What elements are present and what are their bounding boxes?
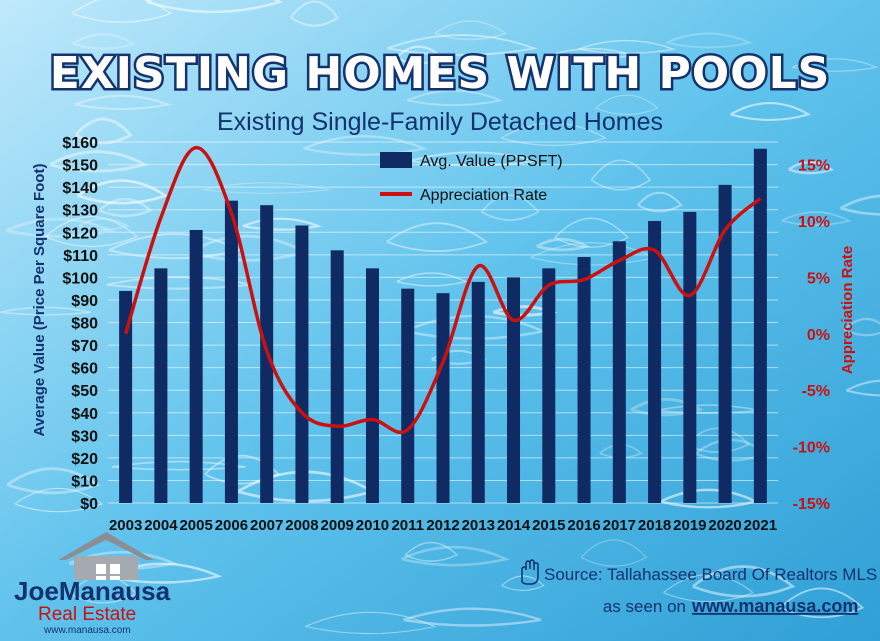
left-tick-label: $160 [62,135,98,152]
right-tick-label: 0% [807,327,830,344]
chart-subtitle: Existing Single-Family Detached Homes [217,108,663,136]
logo-company: Real Estate [38,604,136,625]
x-tick-label: 2015 [532,517,565,534]
seen-on-text: as seen on [603,597,686,616]
left-tick-label: $50 [71,383,98,400]
bar-2006 [224,200,238,503]
left-tick-label: $70 [71,338,98,355]
chart-title: Existing Homes With Pools [50,48,831,99]
x-tick-label: 2004 [144,517,178,534]
x-tick-label: 2014 [497,517,531,534]
right-axis-label: Appreciation Rate [839,246,856,374]
bar-2013 [471,281,485,503]
logo-name-first: Joe [14,576,59,606]
bar-2019 [683,211,697,503]
right-axis-ticks: -15% -10% -5% 0% 5% 10% 15% [793,158,830,513]
logo-url: www.manausa.com [43,625,131,636]
bar-2017 [612,241,626,503]
legend-label-line: Appreciation Rate [420,187,547,204]
bar-2021 [753,148,767,504]
bar-2009 [330,250,344,503]
bar-2004 [154,268,168,503]
x-tick-label: 2020 [708,517,741,534]
right-tick-label: -10% [793,440,830,457]
bar-2012 [436,293,450,503]
left-tick-label: $0 [80,496,98,513]
logo-name: JoeManausa [14,576,171,606]
left-tick-label: $140 [62,180,98,197]
house-icon [58,532,154,580]
left-tick-label: $40 [71,406,98,423]
x-tick-label: 2010 [356,517,389,534]
right-tick-label: 5% [807,270,830,287]
source-note: Source: Tallahassee Board Of Realtors ML… [521,559,877,616]
logo: JoeManausa Real Estate www.manausa.com [14,532,171,636]
appreciation-rate-line [123,145,762,434]
bar-2016 [577,257,591,503]
left-tick-label: $100 [62,270,98,287]
x-tick-label: 2016 [567,517,600,534]
left-axis-label: Average Value (Price Per Square Foot) [31,164,48,437]
bar-2003 [119,290,133,503]
x-tick-label: 2008 [285,517,318,534]
x-tick-label: 2011 [391,517,424,534]
left-tick-label: $90 [71,293,98,310]
left-tick-label: $80 [71,316,98,333]
x-tick-label: 2021 [744,517,777,534]
bar-2014 [507,277,521,503]
left-tick-label: $60 [71,361,98,378]
x-tick-label: 2019 [673,517,706,534]
legend: Avg. Value (PPSFT) Appreciation Rate [380,152,563,204]
x-tick-label: 2007 [250,517,283,534]
left-tick-label: $120 [62,225,98,242]
x-axis-ticks: 2003 2004 2005 2006 2007 2008 2009 2010 2011 2012… [109,517,777,534]
bar-series [119,148,767,504]
bar-2011 [401,288,415,503]
line-series [123,145,762,434]
left-tick-label: $130 [62,203,98,220]
hand-icon [521,559,539,585]
right-tick-label: -15% [793,496,830,513]
source-text: Source: Tallahassee Board Of Realtors ML… [544,565,877,584]
left-tick-label: $20 [71,451,98,468]
bar-2020 [718,184,732,503]
logo-name-last: Manausa [59,576,171,606]
bar-2018 [648,220,662,503]
x-tick-label: 2009 [321,517,354,534]
x-tick-label: 2013 [462,517,495,534]
x-tick-label: 2017 [603,517,636,534]
x-tick-label: 2003 [109,517,142,534]
x-tick-label: 2018 [638,517,671,534]
bar-2005 [189,229,203,503]
left-tick-label: $30 [71,428,98,445]
right-tick-label: 10% [798,214,830,231]
right-tick-label: -5% [802,383,830,400]
left-tick-label: $10 [71,473,98,490]
source-url: www.manausa.com [691,596,858,616]
left-tick-label: $110 [63,248,98,265]
bar-2008 [295,225,309,503]
bar-2015 [542,268,556,503]
x-tick-label: 2012 [426,517,459,534]
left-tick-label: $150 [62,158,98,175]
legend-label-bars: Avg. Value (PPSFT) [420,153,563,170]
left-axis-ticks: $0 $10 $20 $30 $40 $50 $60 $70 $80 $90 $100 $110 $12… [62,135,98,513]
right-tick-label: 15% [798,158,830,175]
x-tick-label: 2006 [215,517,248,534]
bar-2010 [365,268,379,503]
legend-swatch-bars [380,152,412,168]
x-tick-label: 2005 [179,517,212,534]
